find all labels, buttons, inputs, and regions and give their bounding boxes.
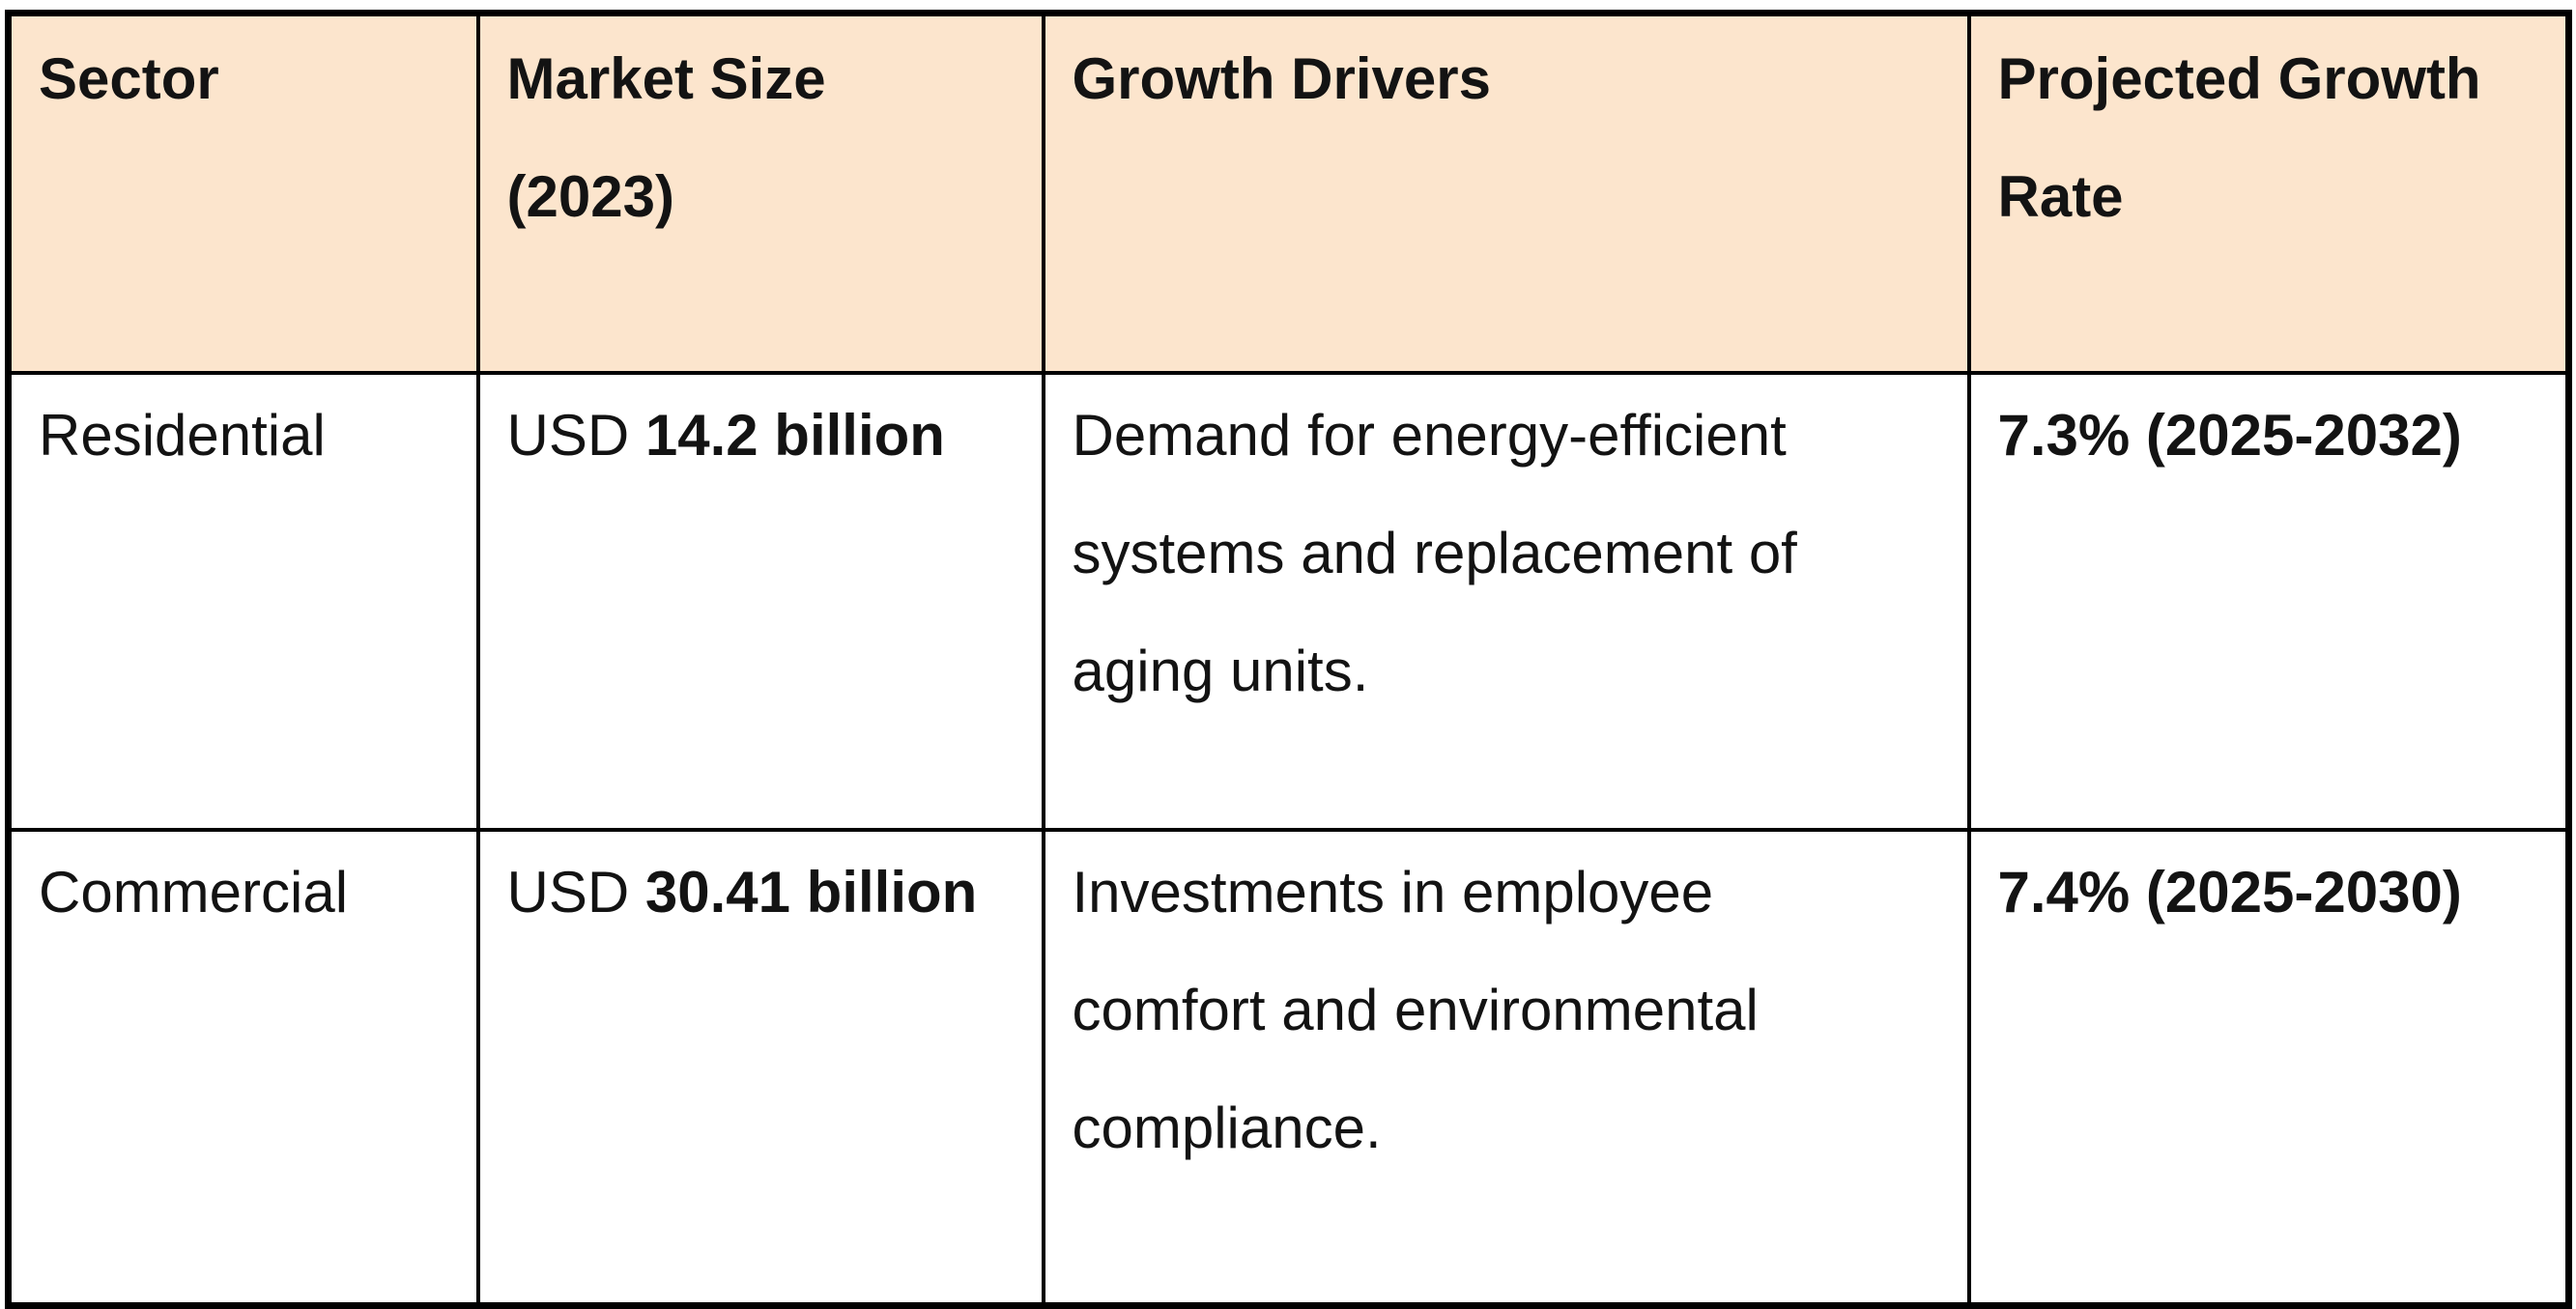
cell-growth-drivers: Investments in employee comfort and envi… [1041, 827, 1971, 1308]
cell-sector: Residential [6, 370, 480, 832]
cell-projected-growth-rate: 7.3% (2025-2032) [1966, 370, 2571, 832]
cell-growth-drivers: Demand for energy-efficient systems and … [1041, 370, 1971, 832]
col-header-sector: Sector [6, 11, 480, 375]
cell-sector: Commercial [6, 827, 480, 1308]
cell-projected-growth-rate: 7.4% (2025-2030) [1966, 827, 2571, 1308]
col-header-growth-drivers: Growth Drivers [1041, 11, 1971, 375]
market-size-value: 30.41 billion [644, 859, 978, 925]
market-size-value: 14.2 billion [644, 402, 945, 468]
col-header-projected-growth-rate: Projected Growth Rate [1966, 11, 2571, 375]
market-size-prefix: USD [506, 859, 645, 925]
cell-market-size: USD 14.2 billion [475, 370, 1045, 832]
cell-market-size: USD 30.41 billion [475, 827, 1045, 1308]
col-header-market-size: Market Size (2023) [475, 11, 1045, 375]
market-size-prefix: USD [506, 402, 645, 468]
table-row-commercial: Commercial USD 30.41 billion Investments… [6, 827, 2571, 1308]
table-row-residential: Residential USD 14.2 billion Demand for … [6, 370, 2571, 832]
header-row: Sector Market Size (2023) Growth Drivers… [6, 11, 2571, 375]
market-sector-table: Sector Market Size (2023) Growth Drivers… [5, 10, 2572, 1309]
